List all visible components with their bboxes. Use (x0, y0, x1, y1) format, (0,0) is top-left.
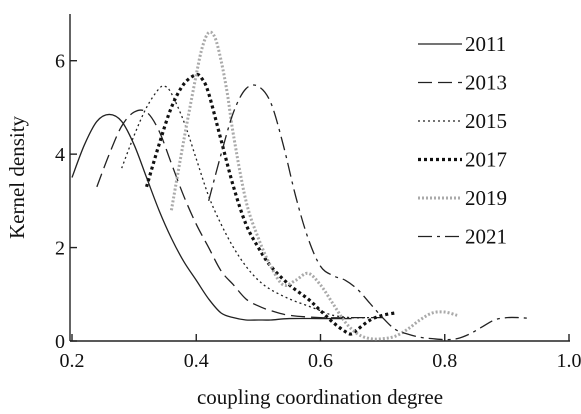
series-group (71, 30, 532, 341)
ticks: 0.2 0.4 0.6 0.8 1.0 0 2 4 6 (55, 51, 581, 372)
x-tick-label: 1.0 (557, 350, 581, 372)
legend-item-2017: 2017 (418, 148, 507, 172)
y-tick-label: 2 (55, 238, 65, 260)
legend-label: 2013 (465, 71, 507, 95)
series-line-2019 (169, 30, 458, 341)
series-line-2013 (96, 109, 383, 319)
legend-item-2019: 2019 (418, 186, 507, 210)
y-tick-label: 6 (55, 51, 65, 73)
y-tick-label: 0 (55, 331, 65, 353)
x-tick-label: 0.6 (308, 350, 333, 372)
legend-label: 2011 (465, 32, 506, 56)
x-tick-label: 0.8 (432, 350, 457, 372)
legend-item-2013: 2013 (418, 71, 507, 95)
series-line-2017 (145, 72, 396, 336)
legend-label: 2021 (465, 225, 507, 249)
x-axis-title: coupling coordination degree (197, 385, 443, 409)
x-tick-label: 0.4 (184, 350, 209, 372)
legend-item-2021: 2021 (418, 225, 507, 249)
series-line-2011 (71, 113, 352, 321)
y-tick-label: 4 (55, 144, 65, 166)
series-line-2015 (121, 85, 371, 319)
series-line-2021 (208, 84, 532, 341)
legend-item-2011: 2011 (418, 32, 506, 56)
y-axis-title: Kernel density (5, 115, 29, 239)
legend-label: 2017 (465, 148, 507, 172)
legend-label: 2019 (465, 186, 507, 210)
legend-item-2015: 2015 (418, 109, 507, 133)
axes (69, 14, 570, 342)
legend-label: 2015 (465, 109, 507, 133)
legend: 2011 2013 2015 2017 2019 2021 (418, 32, 507, 249)
x-tick-label: 0.2 (60, 350, 85, 372)
